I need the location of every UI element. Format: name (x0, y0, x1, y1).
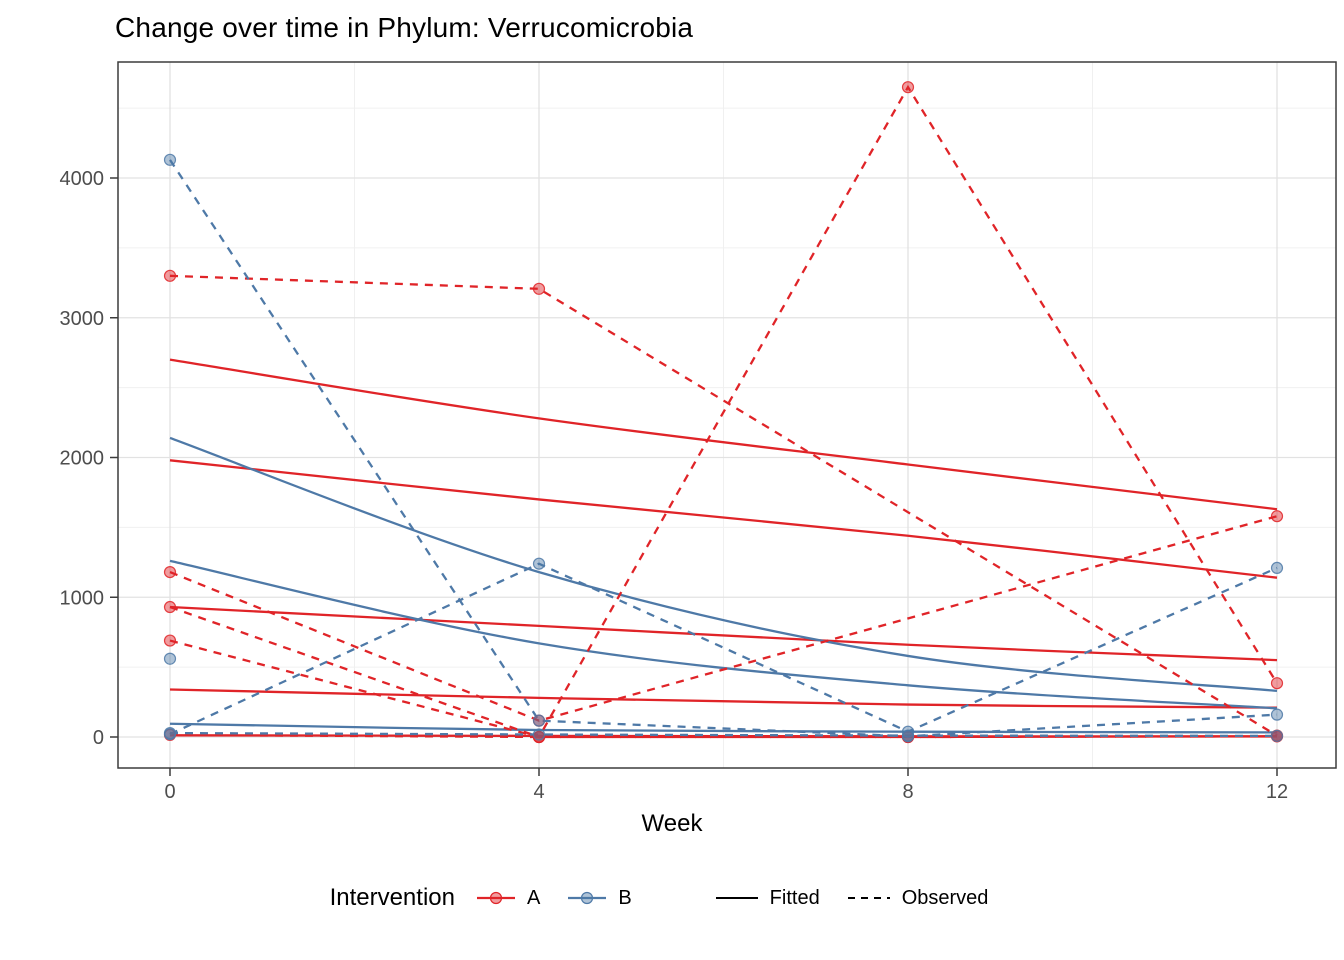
data-point-A-observed-2 (163, 565, 177, 579)
y-tick-label: 4000 (60, 168, 105, 190)
data-point-A-observed-2 (1270, 510, 1284, 523)
x-tick-label: 0 (164, 781, 175, 803)
data-point-B-observed-4 (163, 726, 177, 740)
legend-key-fitted: Fitted (714, 886, 820, 910)
series-line-B-fitted-1 (169, 436, 1278, 693)
x-axis-title: Week (641, 810, 703, 837)
legend-label-a: A (526, 886, 541, 909)
y-tick-label: 1000 (60, 587, 105, 609)
data-point-A-observed-3 (1270, 677, 1284, 690)
legend-glyph-a-icon (476, 891, 515, 905)
legend-key-group-b: B (566, 886, 632, 910)
data-point-A-observed-3 (901, 81, 915, 94)
data-point-A-observed-1 (532, 282, 546, 295)
data-point-B-observed-2 (532, 557, 546, 570)
series-line-B-observed-4 (169, 731, 1278, 738)
series-line-A-fitted-1 (169, 358, 1278, 511)
x-tick-label: 12 (1266, 781, 1288, 803)
panel-border (117, 61, 1337, 769)
series-line-A-observed-4 (169, 605, 1278, 739)
series-line-A-observed-1 (169, 274, 1278, 737)
data-point-B-observed-1 (163, 153, 177, 166)
y-tick-label: 2000 (60, 448, 105, 470)
series-line-A-fitted-4 (169, 688, 1278, 709)
legend-label-b: B (618, 886, 632, 909)
series-line-A-observed-2 (169, 515, 1278, 722)
legend-label-observed: Observed (901, 886, 989, 909)
data-point-A-observed-1 (163, 269, 177, 282)
data-point-B-observed-4 (901, 729, 915, 742)
x-tick-label: 4 (533, 781, 544, 803)
chart-title: Change over time in Phylum: Verrucomicro… (115, 12, 694, 43)
series-line-A-fitted-3 (169, 605, 1278, 662)
legend-key-group-a: A (475, 886, 540, 910)
data-point-B-observed-4 (1270, 729, 1284, 742)
legend-title: Intervention (329, 884, 455, 911)
data-point-A-observed-4 (163, 600, 177, 614)
legend-glyph-solid-line-icon (715, 897, 758, 899)
data-point-B-observed-2 (901, 725, 915, 738)
data-point-A-observed-3 (163, 634, 177, 647)
data-point-B-observed-1 (532, 714, 546, 727)
legend-glyph-dashed-line-icon (847, 897, 890, 899)
data-point-B-observed-1 (1270, 708, 1284, 721)
data-point-B-observed-2 (1270, 561, 1284, 575)
series-line-B-fitted-3 (169, 722, 1278, 734)
x-tick-label: 8 (902, 781, 913, 803)
data-point-B-observed-4 (532, 728, 546, 741)
series-line-A-fitted-2 (169, 459, 1278, 579)
series-line-A-observed-3 (169, 84, 1278, 739)
legend-glyph-b-icon (568, 891, 607, 905)
legend-label-fitted: Fitted (769, 886, 820, 909)
y-tick-label: 3000 (60, 308, 105, 330)
data-point-B-observed-3 (163, 652, 177, 665)
y-tick-label: 0 (93, 727, 104, 749)
series-line-B-observed-1 (169, 159, 1278, 738)
series-line-B-fitted-2 (169, 559, 1278, 710)
legend: Intervention A B Fitted (0, 884, 1344, 912)
legend-key-observed: Observed (846, 886, 989, 910)
